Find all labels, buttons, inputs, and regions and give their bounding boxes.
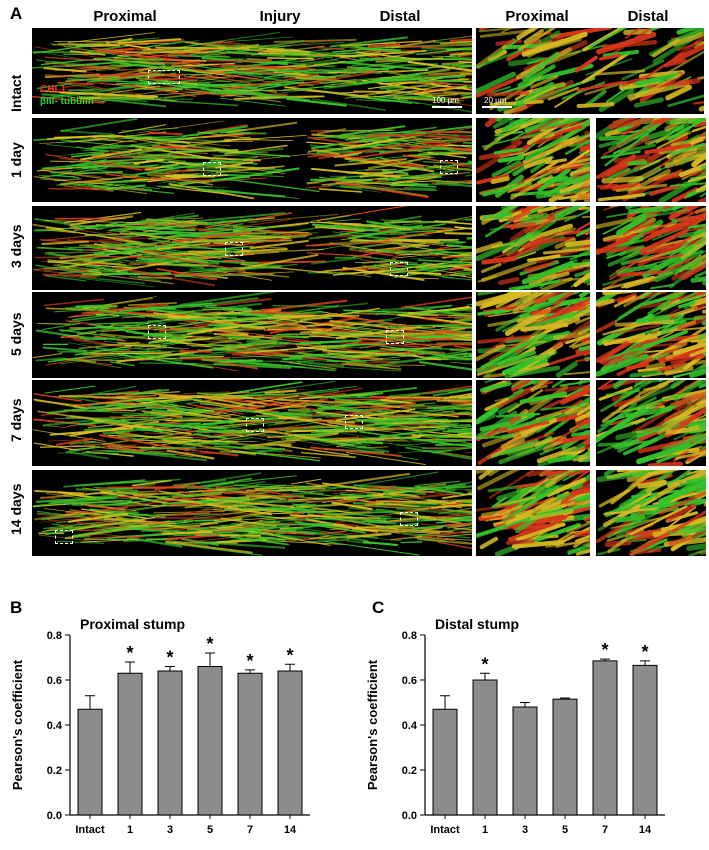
roi-box-4-0 xyxy=(246,418,264,432)
distal-bar-3 xyxy=(552,698,578,816)
scale-label-100: 100 μm xyxy=(432,96,459,105)
distal-xtick-label-4: 7 xyxy=(602,824,608,836)
panel-b-letter: B xyxy=(10,598,23,617)
proximal-bar-4 xyxy=(237,672,263,816)
panel-a-letter: A xyxy=(10,4,23,23)
proximal-title: Proximal stump xyxy=(80,616,185,632)
proximal-xtick-label-2: 3 xyxy=(167,824,173,836)
row-label-14-days: 14 days xyxy=(8,483,24,535)
distal-ylabel: Pearson's coefficient xyxy=(365,659,380,790)
proximal-sig-3: * xyxy=(206,634,213,654)
chart-proximal-stump: Proximal stump 0.0 0.2 0.4 0.6 0.8 Pearson's c… xyxy=(10,616,310,836)
roi-box-3-1 xyxy=(386,330,404,344)
distal-xtick-label-1: 1 xyxy=(482,824,488,836)
micrograph-zoom-3-1 xyxy=(596,292,706,378)
distal-xtick-label-0: Intact xyxy=(430,824,460,836)
distal-xtick-label-2: 3 xyxy=(522,824,528,836)
micrograph-zoom-0-0 xyxy=(476,28,704,114)
micrograph-zoom-1-1 xyxy=(596,118,706,202)
distal-ytick-label-0: 0.0 xyxy=(402,810,417,822)
micrograph-main-3 xyxy=(32,292,472,378)
proximal-ytick-label-1: 0.2 xyxy=(47,765,62,777)
micrograph-zoom-1-0 xyxy=(476,118,590,202)
roi-box-4-1 xyxy=(345,415,363,429)
distal-bar-0 xyxy=(432,708,458,816)
roi-box-5-0 xyxy=(55,530,73,544)
micrograph-zoom-2-1 xyxy=(596,206,706,290)
roi-box-5-1 xyxy=(400,512,418,526)
proximal-xtick-label-4: 7 xyxy=(247,824,253,836)
proximal-bar-0 xyxy=(77,708,103,816)
column-header-proximal-zoom: Proximal xyxy=(505,8,569,25)
row-label-3-days: 3 days xyxy=(8,224,24,268)
distal-bar-2 xyxy=(512,706,538,816)
scale-label-20: 20 μm xyxy=(484,96,507,105)
distal-bar-5 xyxy=(632,664,658,816)
micrograph-zoom-4-1 xyxy=(596,380,706,466)
distal-bar-4 xyxy=(592,660,618,816)
proximal-xtick-label-1: 1 xyxy=(127,824,133,836)
roi-box-0-0 xyxy=(148,70,180,84)
row-label-7-days: 7 days xyxy=(8,398,24,442)
proximal-ytick-label-2: 0.4 xyxy=(47,720,63,732)
proximal-xtick-label-3: 5 xyxy=(207,824,213,836)
distal-ytick-label-3: 0.6 xyxy=(402,675,417,687)
scale-bar-100 xyxy=(432,106,462,108)
proximal-bar-5 xyxy=(277,670,303,816)
distal-sig-4: * xyxy=(601,640,608,660)
proximal-ytick-label-4: 0.8 xyxy=(47,630,62,642)
micrograph-main-4 xyxy=(32,380,472,466)
proximal-sig-1: * xyxy=(126,643,133,663)
panel-c-letter: C xyxy=(372,598,385,617)
proximal-sig-4: * xyxy=(246,651,253,671)
micrograph-zoom-5-1 xyxy=(596,470,706,556)
row-label-intact: Intact xyxy=(8,74,24,112)
proximal-xtick-label-0: Intact xyxy=(75,824,105,836)
distal-xtick-label-3: 5 xyxy=(562,824,568,836)
micrograph-main-0 xyxy=(32,28,472,114)
roi-box-2-1 xyxy=(390,262,408,276)
distal-ytick-label-4: 0.8 xyxy=(402,630,417,642)
proximal-sig-2: * xyxy=(166,648,173,668)
micrograph-zoom-3-0 xyxy=(476,292,590,378)
distal-ytick-label-2: 0.4 xyxy=(402,720,418,732)
distal-title: Distal stump xyxy=(435,616,519,632)
distal-sig-5: * xyxy=(641,642,648,662)
column-header-distal-zoom: Distal xyxy=(627,8,669,25)
row-label-1-day: 1 day xyxy=(8,142,24,178)
proximal-ytick-label-3: 0.6 xyxy=(47,675,62,687)
roi-box-3-0 xyxy=(148,325,166,339)
distal-ytick-label-1: 0.2 xyxy=(402,765,417,777)
micrograph-zoom-2-0 xyxy=(476,206,590,290)
column-header-proximal: Proximal xyxy=(93,8,157,25)
distal-sig-1: * xyxy=(481,654,488,674)
proximal-bar-3 xyxy=(197,666,223,816)
roi-box-2-0 xyxy=(225,242,243,256)
distal-xtick-label-5: 14 xyxy=(639,824,652,836)
proximal-bar-2 xyxy=(157,670,183,816)
legend-tubulin: βIII- tubulin xyxy=(40,96,94,107)
proximal-xtick-label-5: 14 xyxy=(284,824,297,836)
column-header-injury: Injury xyxy=(259,8,301,25)
micrograph-main-1 xyxy=(32,118,472,202)
micrograph-zoom-4-0 xyxy=(476,380,590,466)
row-label-5-days: 5 days xyxy=(8,312,24,356)
micrograph-main-2 xyxy=(32,206,472,290)
chart-distal-stump: Distal stump 0.0 0.2 0.4 0.6 0.8 Pearson's coe… xyxy=(365,616,665,836)
proximal-ytick-label-0: 0.0 xyxy=(47,810,62,822)
roi-box-1-1 xyxy=(440,160,458,174)
proximal-sig-5: * xyxy=(286,645,293,665)
scale-bar-20 xyxy=(482,106,512,108)
micrograph-zoom-5-0 xyxy=(476,470,590,556)
proximal-ylabel: Pearson's coefficient xyxy=(10,659,25,790)
column-header-distal: Distal xyxy=(379,8,421,25)
proximal-bar-1 xyxy=(117,672,143,816)
distal-bar-1 xyxy=(472,679,498,816)
roi-box-1-0 xyxy=(203,162,221,176)
legend-chl1: CHL1 xyxy=(40,84,67,95)
micrograph-main-5 xyxy=(32,470,472,556)
